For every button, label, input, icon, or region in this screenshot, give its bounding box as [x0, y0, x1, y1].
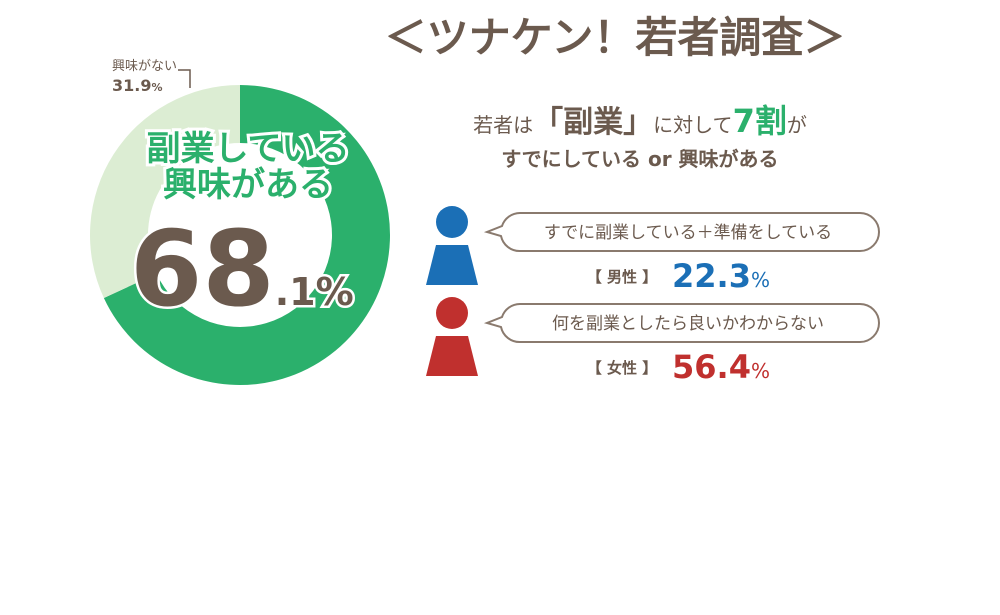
main-category: 副業している興味がある	[147, 129, 350, 205]
headline-part: 「副業」	[533, 105, 653, 140]
headline-part: に対して	[653, 113, 732, 137]
speech-bubble	[483, 212, 880, 253]
minor-pct: %	[151, 81, 162, 94]
group-label: 【 男性 】	[587, 268, 657, 286]
category-line: 副業している	[147, 129, 350, 169]
group-value: 56.4%	[672, 348, 770, 386]
bubble-text: すでに副業している＋準備をしている	[544, 223, 832, 243]
value-int: 68	[130, 208, 275, 330]
headline: 若者は「副業」に対して7割が	[473, 102, 807, 140]
group-value: 22.3%	[672, 257, 770, 295]
speech-bubble	[483, 303, 880, 344]
person-head	[436, 297, 468, 329]
main-value: 68.1%	[130, 208, 354, 330]
person-head	[436, 206, 468, 238]
group-value-num: 22.3	[672, 257, 751, 295]
donut-segment	[103, 85, 391, 385]
headline-part: が	[787, 113, 807, 137]
category-line: 興味がある	[163, 165, 333, 205]
bubble-text: 何を副業としたら良いかわからない	[552, 314, 824, 334]
minor-value: 31.9%	[112, 76, 163, 95]
minor-category: 興味がない	[112, 59, 177, 74]
value-frac: .1%	[275, 270, 354, 314]
minor-int: 31.9	[112, 76, 151, 95]
headline-part: 若者は	[473, 113, 533, 137]
group-label: 【 女性 】	[587, 359, 657, 377]
person-body	[426, 336, 478, 376]
group-value-pct: %	[751, 359, 770, 383]
group-value-pct: %	[751, 268, 770, 292]
group-value-num: 56.4	[672, 348, 751, 386]
title: ＜ツナケン！若者調査＞	[385, 13, 846, 62]
headline-part: 7割	[733, 102, 787, 140]
person-body	[426, 245, 478, 285]
leader	[178, 69, 191, 88]
donut-segment	[89, 85, 240, 299]
headline-line2: すでにしている or 興味がある	[501, 147, 778, 171]
